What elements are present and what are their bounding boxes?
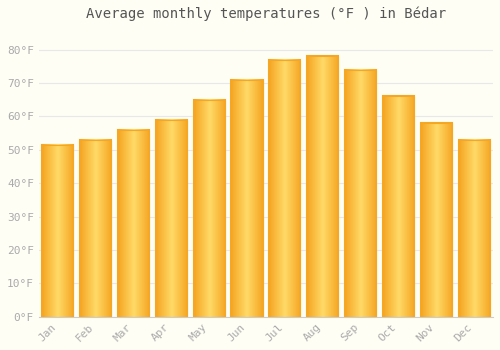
Bar xyxy=(383,96,414,317)
Bar xyxy=(345,70,376,317)
Bar xyxy=(80,140,111,317)
Title: Average monthly temperatures (°F ) in Bédar: Average monthly temperatures (°F ) in Bé… xyxy=(86,7,446,21)
Bar xyxy=(307,56,338,317)
Bar xyxy=(458,140,490,317)
Bar xyxy=(232,80,262,317)
Bar xyxy=(270,60,300,317)
Bar xyxy=(421,123,452,317)
Bar xyxy=(232,80,262,317)
Bar xyxy=(118,130,149,317)
Bar xyxy=(458,140,490,317)
Bar xyxy=(118,130,149,317)
Bar xyxy=(42,145,74,317)
Bar xyxy=(42,145,74,317)
Bar xyxy=(156,120,187,317)
Bar xyxy=(194,100,224,317)
Bar xyxy=(345,70,376,317)
Bar xyxy=(80,140,111,317)
Bar xyxy=(307,56,338,317)
Bar xyxy=(156,120,187,317)
Bar xyxy=(383,96,414,317)
Bar xyxy=(194,100,224,317)
Bar xyxy=(421,123,452,317)
Bar xyxy=(270,60,300,317)
